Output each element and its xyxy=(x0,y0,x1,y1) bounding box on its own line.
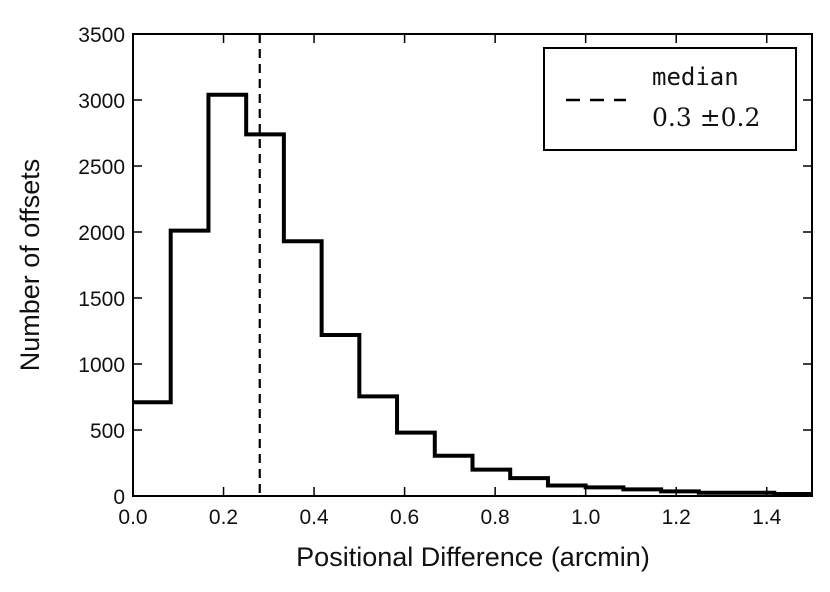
histogram-step-line xyxy=(133,92,812,497)
legend: median 0.3 ±0.2 xyxy=(543,47,797,151)
legend-box xyxy=(543,47,797,151)
histogram-bin xyxy=(397,433,435,496)
histogram-bin xyxy=(473,470,511,496)
axes-layer: 0.0 0.2 0.4 0.6 0.8 1.0 1.2 1.4 0 500 1000 1500 2000… xyxy=(78,24,813,529)
legend-title: median xyxy=(652,63,739,91)
y-tick-label: 1500 xyxy=(78,288,125,311)
x-tick-label: 1.0 xyxy=(571,506,600,529)
x-tick-label: 0.6 xyxy=(390,506,419,529)
histogram-bin xyxy=(359,396,397,496)
y-axis-label: Number of offsets xyxy=(15,159,45,372)
histogram-bin xyxy=(435,456,473,496)
x-tick-label: 0.2 xyxy=(209,506,238,529)
histogram-bin xyxy=(171,231,209,496)
y-tick-label: 2000 xyxy=(78,222,125,245)
x-tick-label: 1.4 xyxy=(752,506,782,529)
plot-layer xyxy=(133,34,812,497)
histogram-bin xyxy=(284,241,322,496)
x-tick-label: 0.0 xyxy=(118,506,147,529)
histogram-bin xyxy=(133,402,171,496)
x-axis-label: Positional Difference (arcmin) xyxy=(296,542,650,572)
x-tick-label: 0.4 xyxy=(299,506,329,529)
histogram-bin xyxy=(246,134,284,496)
histogram-bin xyxy=(322,335,360,496)
y-tick-label: 1000 xyxy=(78,354,125,377)
axes-frame xyxy=(132,33,813,497)
x-tick-label: 0.8 xyxy=(481,506,510,529)
y-tick-label: 3000 xyxy=(78,90,125,113)
y-tick-label: 0 xyxy=(113,486,125,509)
x-tick-label: 1.2 xyxy=(662,506,691,529)
histogram-bin xyxy=(208,95,246,496)
y-tick-label: 2500 xyxy=(78,156,125,179)
histogram-bin xyxy=(510,478,548,496)
y-tick-label: 500 xyxy=(90,420,125,443)
y-tick-label: 3500 xyxy=(78,24,125,47)
legend-value: 0.3 ±0.2 xyxy=(652,103,760,132)
